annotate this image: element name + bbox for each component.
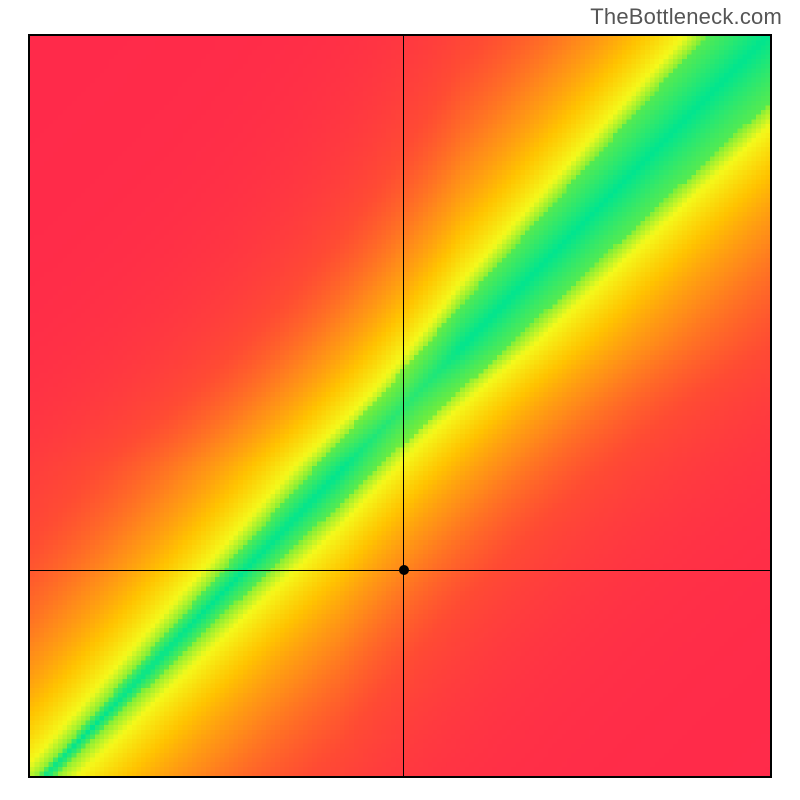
heatmap-canvas <box>30 36 770 776</box>
watermark-text: TheBottleneck.com <box>590 4 782 30</box>
heatmap-plot <box>28 34 772 778</box>
crosshair-marker <box>399 565 409 575</box>
crosshair-vertical <box>403 36 404 776</box>
